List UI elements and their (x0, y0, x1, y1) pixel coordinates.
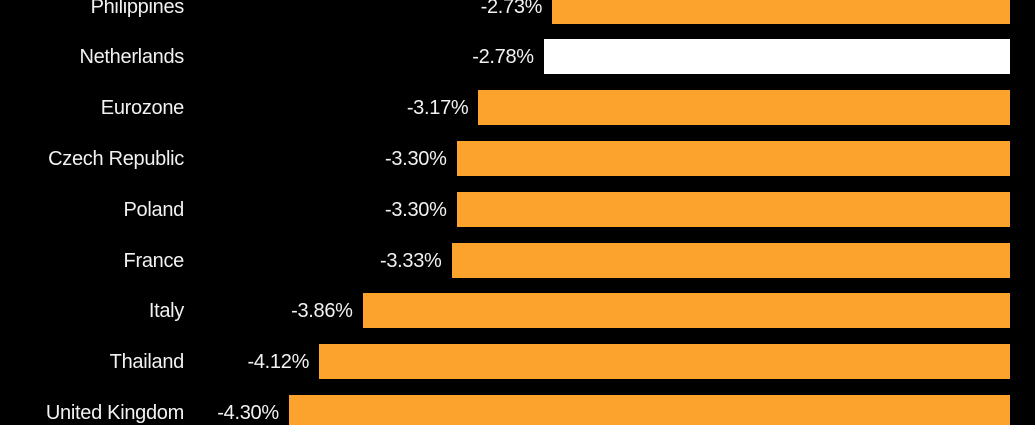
category-label: France (123, 249, 185, 272)
category-label: Philippines (90, 0, 185, 18)
value-label: -3.86% (291, 300, 353, 323)
bar-czech-republic (456, 140, 1010, 176)
value-label: -4.30% (217, 401, 279, 424)
bar-united-kingdom (288, 394, 1010, 425)
value-label: -4.12% (247, 351, 310, 374)
bar-thailand (319, 344, 1010, 380)
category-label: United Kingdom (45, 401, 184, 424)
category-label: Poland (123, 198, 185, 221)
category-label: Italy (148, 300, 184, 323)
category-label: Netherlands (79, 46, 184, 69)
bar-france (451, 242, 1010, 278)
bar-poland (456, 191, 1010, 227)
category-label: Thailand (109, 351, 185, 374)
category-label: Eurozone (100, 97, 185, 120)
category-label: Czech Republic (48, 147, 184, 170)
value-label: -3.33% (379, 249, 442, 272)
value-label: -2.73% (480, 0, 543, 18)
bar-eurozone (478, 90, 1010, 126)
bar-philippines (552, 0, 1010, 24)
value-label: -3.17% (406, 97, 469, 120)
value-label: -3.30% (385, 198, 447, 221)
value-label: -3.30% (385, 147, 447, 170)
value-label: -2.78% (472, 46, 534, 69)
bar-italy (362, 293, 1010, 329)
bar-netherlands (543, 39, 1010, 75)
